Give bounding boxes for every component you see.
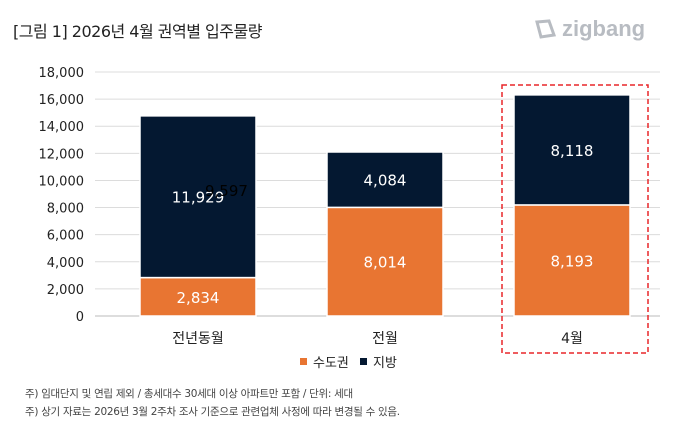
legend-label: 지방 bbox=[373, 356, 397, 371]
zigbang-logo-icon bbox=[535, 19, 557, 39]
y-tick-label: 6,000 bbox=[47, 229, 84, 244]
y-tick-label: 10,000 bbox=[39, 174, 85, 189]
footnote-1: 주) 임대단지 및 연립 제외 / 총세대수 30세대 이상 아파트만 포함 /… bbox=[25, 388, 353, 400]
footnote-2: 주) 상기 자료는 2026년 3월 2주차 조사 기준으로 관련업체 사정에 … bbox=[25, 406, 400, 418]
x-tick-label: 전년동월 bbox=[172, 331, 224, 347]
legend-swatch bbox=[360, 358, 367, 365]
y-tick-label: 8,000 bbox=[47, 202, 84, 217]
zigbang-logo: zigbang bbox=[533, 16, 645, 42]
y-tick-label: 4,000 bbox=[47, 256, 84, 271]
stray-data-label: 9,597 bbox=[205, 182, 248, 200]
highlight-box bbox=[501, 84, 649, 354]
y-tick-label: 16,000 bbox=[39, 93, 85, 108]
logo-text: zigbang bbox=[562, 16, 646, 41]
data-label: 8,014 bbox=[364, 254, 407, 272]
bar-jibang bbox=[139, 115, 257, 279]
y-tick-label: 14,000 bbox=[39, 120, 85, 135]
y-tick-label: 0 bbox=[76, 310, 84, 325]
data-label: 8,193 bbox=[551, 252, 594, 270]
legend-swatch bbox=[300, 358, 307, 365]
x-tick-label: 4월 bbox=[561, 331, 583, 347]
bar-sudogwon bbox=[326, 206, 444, 317]
data-label: 8,118 bbox=[551, 142, 594, 160]
chart-title: [그림 1] 2026년 4월 권역별 입주물량 bbox=[13, 22, 262, 41]
y-tick-label: 18,000 bbox=[39, 66, 85, 81]
data-label: 11,929 bbox=[172, 189, 225, 207]
y-tick-label: 2,000 bbox=[47, 283, 84, 298]
x-tick-label: 전월 bbox=[372, 331, 398, 347]
bar-sudogwon bbox=[139, 276, 257, 317]
bar-jibang bbox=[326, 151, 444, 209]
data-label: 4,084 bbox=[364, 172, 407, 190]
legend-label: 수도권 bbox=[313, 356, 349, 371]
y-tick-label: 12,000 bbox=[39, 147, 85, 162]
bar-sudogwon bbox=[513, 204, 631, 317]
data-label: 2,834 bbox=[177, 289, 220, 307]
bar-jibang bbox=[513, 94, 631, 206]
